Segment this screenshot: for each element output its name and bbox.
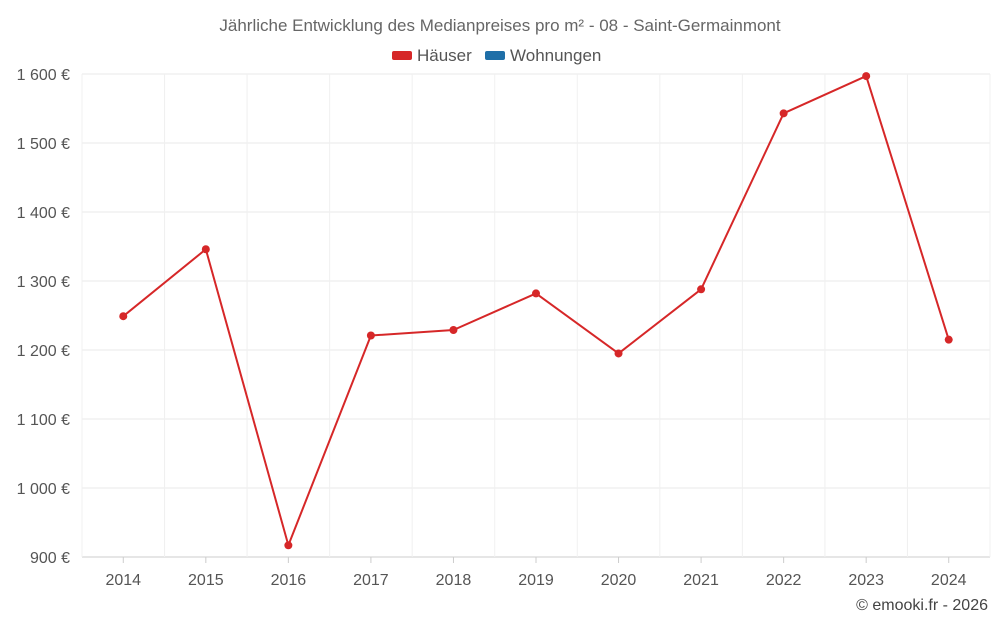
x-tick-label: 2018	[436, 572, 472, 589]
legend-swatch	[392, 51, 412, 60]
y-tick-label: 900 €	[30, 550, 70, 567]
series-layer	[119, 72, 953, 550]
data-point-2020	[614, 349, 623, 358]
data-point-2017	[366, 331, 375, 340]
x-tick-label: 2019	[518, 572, 554, 589]
legend: Häuser Wohnungen	[392, 46, 601, 65]
data-point-2023	[862, 72, 871, 81]
x-tick-label: 2023	[848, 572, 884, 589]
y-tick-label: 1 300 €	[17, 274, 70, 291]
legend-label: Wohnungen	[510, 46, 601, 65]
x-tick-label: 2024	[931, 572, 967, 589]
legend-swatch	[485, 51, 505, 60]
x-tick-label: 2021	[683, 572, 719, 589]
grid-lines	[81, 73, 991, 558]
y-tick-label: 1 000 €	[17, 481, 70, 498]
y-tick-label: 1 400 €	[17, 205, 70, 222]
y-tick-label: 1 500 €	[17, 136, 70, 153]
x-tick-label: 2022	[766, 572, 802, 589]
data-point-2018	[449, 325, 458, 334]
credit-text: © emooki.fr - 2026	[856, 597, 988, 614]
data-point-2022	[779, 109, 788, 118]
y-tick-label: 1 600 €	[17, 67, 70, 84]
x-tick-label: 2015	[188, 572, 224, 589]
data-point-2024	[944, 335, 953, 344]
x-tick-label: 2017	[353, 572, 389, 589]
data-point-2019	[532, 289, 540, 298]
x-tick-label: 2014	[105, 572, 141, 589]
legend-item-1: Wohnungen	[485, 46, 601, 65]
x-axis: 2014 2015 2016 2017 2018 2019 2020 2021 2022 2023…	[105, 557, 967, 589]
y-tick-label: 1 100 €	[17, 412, 70, 429]
y-axis: 900 € 1 000 € 1 100 € 1 200 € 1 300 € 1 400 €…	[17, 67, 70, 567]
legend-item-0: Häuser	[392, 46, 472, 65]
data-point-2021	[697, 285, 706, 294]
data-point-2016	[284, 541, 293, 550]
chart-title: Jährliche Entwicklung des Medianpreises …	[219, 16, 781, 35]
x-tick-label: 2016	[271, 572, 307, 589]
legend-label: Häuser	[417, 46, 472, 65]
data-point-2014	[119, 312, 128, 321]
x-tick-label: 2020	[601, 572, 637, 589]
data-point-2015	[201, 245, 210, 254]
y-tick-label: 1 200 €	[17, 343, 70, 360]
